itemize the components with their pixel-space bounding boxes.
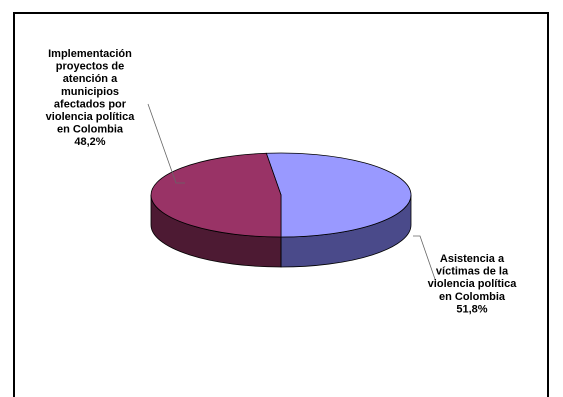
slice-label-line-0-1: víctimas de la: [436, 266, 509, 278]
slice-label-line-1-1: proyectos de: [56, 61, 124, 73]
slice-label-line-0-2: violencia política: [428, 278, 518, 290]
slice-label-line-0-3: en Colombia: [439, 291, 506, 303]
slice-label-line-1-2: atención a: [63, 73, 118, 85]
slice-value-label-0: 51,8%: [456, 303, 487, 315]
leader-line-0: [413, 235, 437, 283]
slice-label-line-1-4: afectados por: [54, 98, 127, 110]
pie-slice-1: [150, 152, 282, 238]
slice-label-line-1-3: municipios: [61, 86, 119, 98]
slice-label-line-0-0: Asistencia a: [440, 253, 505, 265]
pie-slice-0: [265, 152, 412, 238]
leader-line-1: [147, 103, 185, 184]
slice-label-line-1-0: Implementación: [48, 48, 132, 60]
slice-label-line-1-6: en Colombia: [57, 124, 124, 136]
slice-value-label-1: 48,2%: [74, 136, 105, 148]
slice-label-line-1-5: violencia política: [46, 111, 136, 123]
